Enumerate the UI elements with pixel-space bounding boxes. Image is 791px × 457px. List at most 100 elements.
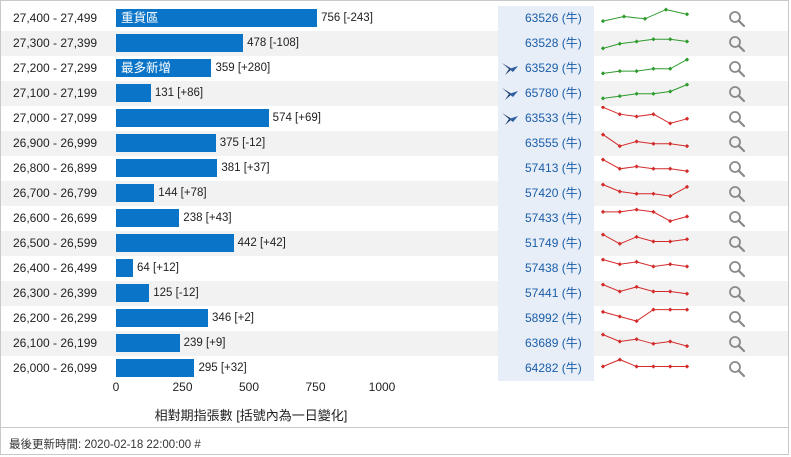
bar[interactable]	[116, 109, 269, 127]
warrant-code-link[interactable]: 57438 (牛)	[525, 261, 582, 275]
bar[interactable]	[116, 334, 180, 352]
magnifier-icon[interactable]	[728, 35, 746, 53]
sparkline-point	[668, 364, 673, 369]
warrant-code-link[interactable]: 63533 (牛)	[525, 111, 582, 125]
warrant-code-link[interactable]: 63528 (牛)	[525, 36, 582, 50]
magnifier-icon[interactable]	[728, 285, 746, 303]
warrant-code-link[interactable]: 63689 (牛)	[525, 336, 582, 350]
x-tick-label: 250	[172, 380, 193, 394]
bar[interactable]	[116, 209, 180, 227]
sparkline-point	[634, 337, 639, 342]
warrant-code-link[interactable]: 57433 (牛)	[525, 211, 582, 225]
sparkline-point	[617, 262, 622, 267]
sparkline-point	[617, 93, 622, 99]
sparkline-point	[668, 239, 673, 244]
sparkline-point	[651, 264, 656, 269]
sparkline	[600, 282, 689, 296]
sparkline-point	[651, 112, 656, 117]
table-row: 26,100 - 26,199 239 [+9] 63689 (牛)	[1, 331, 788, 356]
bar[interactable]	[116, 159, 218, 177]
warrant-code-cell	[498, 131, 594, 156]
warrant-code-link[interactable]: 65780 (牛)	[525, 86, 582, 100]
sparkline-point	[651, 289, 656, 294]
sparkline	[600, 232, 689, 246]
bar[interactable]	[116, 259, 134, 277]
magnifier-icon[interactable]	[728, 210, 746, 228]
sparkline-point	[684, 307, 689, 312]
bar[interactable]	[116, 34, 244, 52]
data-label: 239 [+9]	[183, 337, 226, 349]
magnifier-icon[interactable]	[728, 135, 746, 153]
sparkline-point	[600, 364, 606, 369]
warrant-code-link[interactable]: 63529 (牛)	[525, 61, 582, 75]
sparkline-point	[600, 332, 606, 337]
warrant-code-link[interactable]: 57441 (牛)	[525, 286, 582, 300]
sparkline-point	[668, 193, 673, 199]
sparkline-point	[617, 289, 622, 294]
sparkline-point	[634, 164, 639, 169]
sparkline-point	[684, 264, 689, 269]
bar[interactable]	[116, 234, 234, 252]
sparkline-point	[651, 191, 656, 196]
sparkline-point	[600, 157, 606, 162]
magnifier-icon[interactable]	[728, 10, 746, 28]
magnifier-icon[interactable]	[728, 60, 746, 78]
bar[interactable]: 重貨區	[116, 9, 318, 27]
bar[interactable]	[116, 309, 209, 327]
sparkline-point	[684, 168, 689, 174]
warrant-code-link[interactable]: 63526 (牛)	[525, 11, 582, 25]
sparkline-point	[634, 207, 639, 212]
sparkline-line	[602, 359, 687, 367]
warrant-code-cell	[498, 181, 594, 206]
magnifier-icon[interactable]	[728, 110, 746, 128]
strike-range-label: 26,000 - 26,099	[13, 361, 98, 375]
sparkline-point	[634, 259, 639, 265]
sparkline-point	[634, 234, 639, 240]
table-row: 26,000 - 26,099 295 [+32] 64282 (牛)	[1, 356, 788, 381]
strike-range-label: 26,300 - 26,399	[13, 286, 98, 300]
warrant-code-link[interactable]: 57420 (牛)	[525, 186, 582, 200]
bar[interactable]	[116, 359, 195, 377]
bar[interactable]	[116, 284, 150, 302]
sparkline-point	[621, 14, 627, 19]
magnifier-icon[interactable]	[728, 260, 746, 278]
warrant-code-link[interactable]: 51749 (牛)	[525, 236, 582, 250]
warrant-code-link[interactable]: 64282 (牛)	[525, 361, 582, 375]
magnifier-icon[interactable]	[728, 185, 746, 203]
bull-flag-icon	[502, 63, 518, 75]
sparkline-line	[602, 259, 688, 268]
sparkline-point	[651, 141, 656, 146]
sparkline-point	[684, 39, 689, 44]
magnifier-icon[interactable]	[728, 335, 746, 353]
magnifier-icon[interactable]	[728, 85, 746, 103]
bar[interactable]: 最多新增	[116, 59, 212, 77]
magnifier-icon[interactable]	[728, 235, 746, 253]
magnifier-icon[interactable]	[728, 160, 746, 178]
sparkline-point	[600, 96, 606, 101]
sparkline	[600, 57, 689, 76]
magnifier-icon[interactable]	[728, 360, 746, 378]
sparkline	[600, 157, 689, 174]
sparkline	[600, 106, 689, 126]
sparkline-point	[600, 309, 606, 315]
warrant-code-link[interactable]: 63555 (牛)	[525, 136, 582, 150]
sparkline-point	[600, 232, 606, 237]
warrant-code-link[interactable]: 58992 (牛)	[525, 311, 582, 325]
table-row: 27,000 - 27,099 574 [+69] 63533 (牛)	[1, 106, 788, 131]
bar[interactable]	[116, 84, 151, 102]
warrant-code-cell	[498, 331, 594, 356]
table-row: 27,200 - 27,299 最多新增 359 [+280] 63529 (牛)	[1, 56, 788, 81]
warrant-code-link[interactable]: 57413 (牛)	[525, 161, 582, 175]
x-tick-label: 1000	[368, 380, 396, 394]
strike-range-label: 26,100 - 26,199	[13, 336, 98, 350]
bar[interactable]	[116, 134, 216, 152]
sparkline-point	[668, 121, 673, 126]
table-row: 26,800 - 26,899 381 [+37] 57413 (牛)	[1, 156, 788, 181]
sparkline-line	[602, 106, 688, 124]
data-label: 442 [+42]	[237, 237, 286, 249]
bar[interactable]	[116, 184, 155, 202]
data-label: 238 [+43]	[183, 212, 232, 224]
magnifier-icon[interactable]	[728, 310, 746, 328]
x-tick-label: 0	[112, 380, 120, 394]
